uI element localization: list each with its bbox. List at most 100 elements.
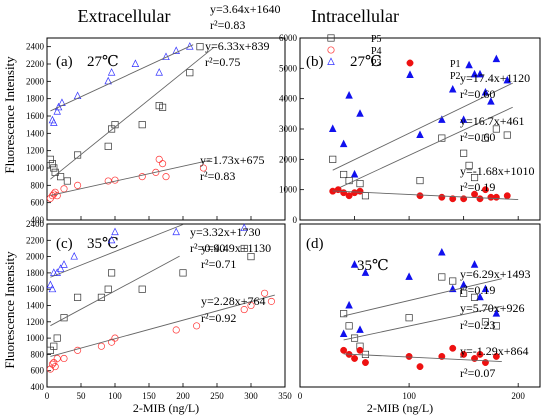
panel-label: (a) bbox=[56, 54, 73, 70]
data-point-P5 bbox=[438, 134, 446, 142]
data-point-P2 bbox=[438, 115, 446, 123]
header-extracellular: Extracellular bbox=[78, 6, 171, 26]
data-point-P5 bbox=[97, 293, 105, 301]
fit-equation: y=2.28x+764 bbox=[201, 294, 266, 308]
plot-frame bbox=[46, 37, 286, 221]
data-point-P2 bbox=[328, 124, 337, 132]
panel-temperature: 27℃ bbox=[350, 54, 382, 70]
x-tick-label: 50 bbox=[77, 391, 87, 401]
fit-r-squared: r²=0.90 bbox=[190, 241, 225, 255]
data-point-P5 bbox=[186, 69, 194, 77]
data-point-P4 bbox=[48, 360, 56, 368]
data-point-P4 bbox=[74, 346, 82, 354]
fit-equation: y=6.29x+1493 bbox=[460, 267, 531, 281]
fit-equation: y=4.49x+1130 bbox=[201, 241, 271, 255]
fit-r-squared: r²=0.75 bbox=[205, 55, 240, 69]
data-point-P4 bbox=[152, 168, 160, 176]
fit-line-P4 bbox=[50, 294, 275, 357]
y-tick-label: 600 bbox=[31, 198, 45, 208]
data-point-P5 bbox=[470, 293, 479, 301]
data-point-P1 bbox=[492, 352, 500, 360]
y-tick-label: 2400 bbox=[26, 42, 45, 52]
data-point-P2 bbox=[350, 260, 359, 268]
y-tick-label: 2200 bbox=[26, 235, 45, 245]
data-point-P5 bbox=[60, 314, 68, 322]
y-tick-label: 600 bbox=[31, 366, 45, 376]
data-point-P3 bbox=[186, 42, 194, 50]
data-point-P5 bbox=[460, 289, 468, 297]
y-tick-label: 400 bbox=[31, 382, 45, 392]
data-point-P5 bbox=[460, 149, 468, 157]
data-point-P3 bbox=[50, 118, 58, 126]
panel-label: (d) bbox=[306, 236, 324, 252]
y-tick-label: 1000 bbox=[279, 185, 298, 195]
series-P1 bbox=[329, 186, 519, 203]
data-point-P4 bbox=[111, 176, 119, 184]
y-tick-label: 2200 bbox=[26, 59, 45, 69]
data-point-P4 bbox=[53, 192, 61, 200]
data-point-P5 bbox=[240, 244, 248, 253]
panel-c: 4006008001000120014001600180020002200240… bbox=[26, 219, 292, 415]
y-tick-label: 1400 bbox=[26, 301, 45, 311]
data-point-P5 bbox=[481, 134, 490, 142]
data-point-P5 bbox=[104, 142, 112, 150]
series-P3 bbox=[48, 42, 194, 126]
data-point-P2 bbox=[356, 325, 364, 333]
data-point-P4 bbox=[193, 322, 201, 330]
x-tick-label: 150 bbox=[142, 391, 156, 401]
data-point-P5 bbox=[57, 173, 65, 181]
data-point-P4 bbox=[240, 306, 248, 314]
fit-line-P3 bbox=[50, 224, 184, 278]
data-point-P4 bbox=[51, 188, 59, 196]
series-P1 bbox=[340, 344, 502, 371]
legend-label-P3: P3 bbox=[371, 58, 382, 69]
panel-b: 0 1000 2000 3000 4000 5000 6000 (b) 27℃ y=17.4x+1… bbox=[279, 33, 541, 225]
fit-r-squared: r²=0.71 bbox=[201, 257, 236, 271]
data-point-P5 bbox=[449, 277, 457, 285]
x-tick-label: 100 bbox=[402, 391, 416, 401]
data-point-P3 bbox=[56, 264, 65, 272]
data-point-P1 bbox=[356, 187, 364, 195]
legend-marker-P3 bbox=[327, 57, 335, 65]
data-point-P5 bbox=[138, 121, 146, 129]
data-point-P1 bbox=[416, 192, 424, 200]
data-point-P4 bbox=[155, 155, 163, 163]
x-axis-label: 2-MIB (ng/L) bbox=[367, 401, 433, 415]
data-point-P5 bbox=[159, 103, 167, 111]
header-intracellular: Intracellular bbox=[311, 6, 399, 26]
fit-r-squared: r²=0.07 bbox=[460, 366, 495, 380]
y-tick-label: 1200 bbox=[26, 146, 45, 156]
y-tick-label: 800 bbox=[31, 349, 45, 359]
y-tick-label: 2000 bbox=[279, 154, 298, 164]
fit-r-squared: r²=0.83 bbox=[210, 18, 245, 32]
y-tick-label: 1200 bbox=[26, 317, 45, 327]
data-point-P1 bbox=[362, 359, 369, 366]
fit-equation: y=3.64x+1640 bbox=[210, 2, 281, 16]
fit-line-P5 bbox=[343, 305, 502, 341]
series-P2 bbox=[339, 247, 502, 337]
fit-r-squared: r²=0.92 bbox=[201, 311, 236, 325]
data-point-P4 bbox=[261, 289, 269, 297]
data-point-P3 bbox=[46, 280, 55, 289]
y-tick-label: 1000 bbox=[26, 163, 45, 173]
data-point-P3 bbox=[131, 59, 140, 67]
data-point-P3 bbox=[70, 252, 78, 260]
data-point-P5 bbox=[438, 273, 446, 281]
data-point-P1 bbox=[449, 344, 457, 352]
x-tick-label: 200 bbox=[176, 391, 190, 401]
y-axis-label-top: Fluorescence Intensity bbox=[2, 56, 17, 174]
data-point-P2 bbox=[345, 300, 353, 309]
data-point-P4 bbox=[60, 354, 68, 363]
data-point-P5 bbox=[503, 131, 511, 139]
data-point-P4 bbox=[74, 181, 82, 189]
series-P5 bbox=[340, 273, 502, 358]
legend-label-P5: P5 bbox=[371, 34, 382, 45]
data-point-P3 bbox=[107, 235, 116, 244]
data-point-P2 bbox=[350, 169, 359, 178]
panel-temperature: 35℃ bbox=[87, 236, 119, 252]
data-point-P4 bbox=[247, 301, 255, 310]
legend-marker-P5 bbox=[327, 34, 335, 42]
y-tick-label: 400 bbox=[31, 215, 45, 225]
data-point-P5 bbox=[405, 314, 413, 322]
data-point-P5 bbox=[361, 192, 370, 200]
